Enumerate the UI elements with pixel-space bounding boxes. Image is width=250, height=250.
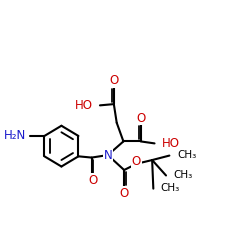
Text: CH₃: CH₃ — [173, 170, 193, 180]
Text: O: O — [109, 74, 118, 87]
Text: CH₃: CH₃ — [160, 183, 179, 193]
Text: H₂N: H₂N — [4, 130, 26, 142]
Text: HO: HO — [162, 137, 180, 150]
Text: O: O — [132, 155, 141, 168]
Text: O: O — [120, 187, 129, 200]
Text: O: O — [136, 112, 145, 124]
Text: O: O — [88, 174, 98, 187]
Text: CH₃: CH₃ — [177, 150, 197, 160]
Text: HO: HO — [75, 99, 93, 112]
Text: N: N — [104, 148, 112, 162]
